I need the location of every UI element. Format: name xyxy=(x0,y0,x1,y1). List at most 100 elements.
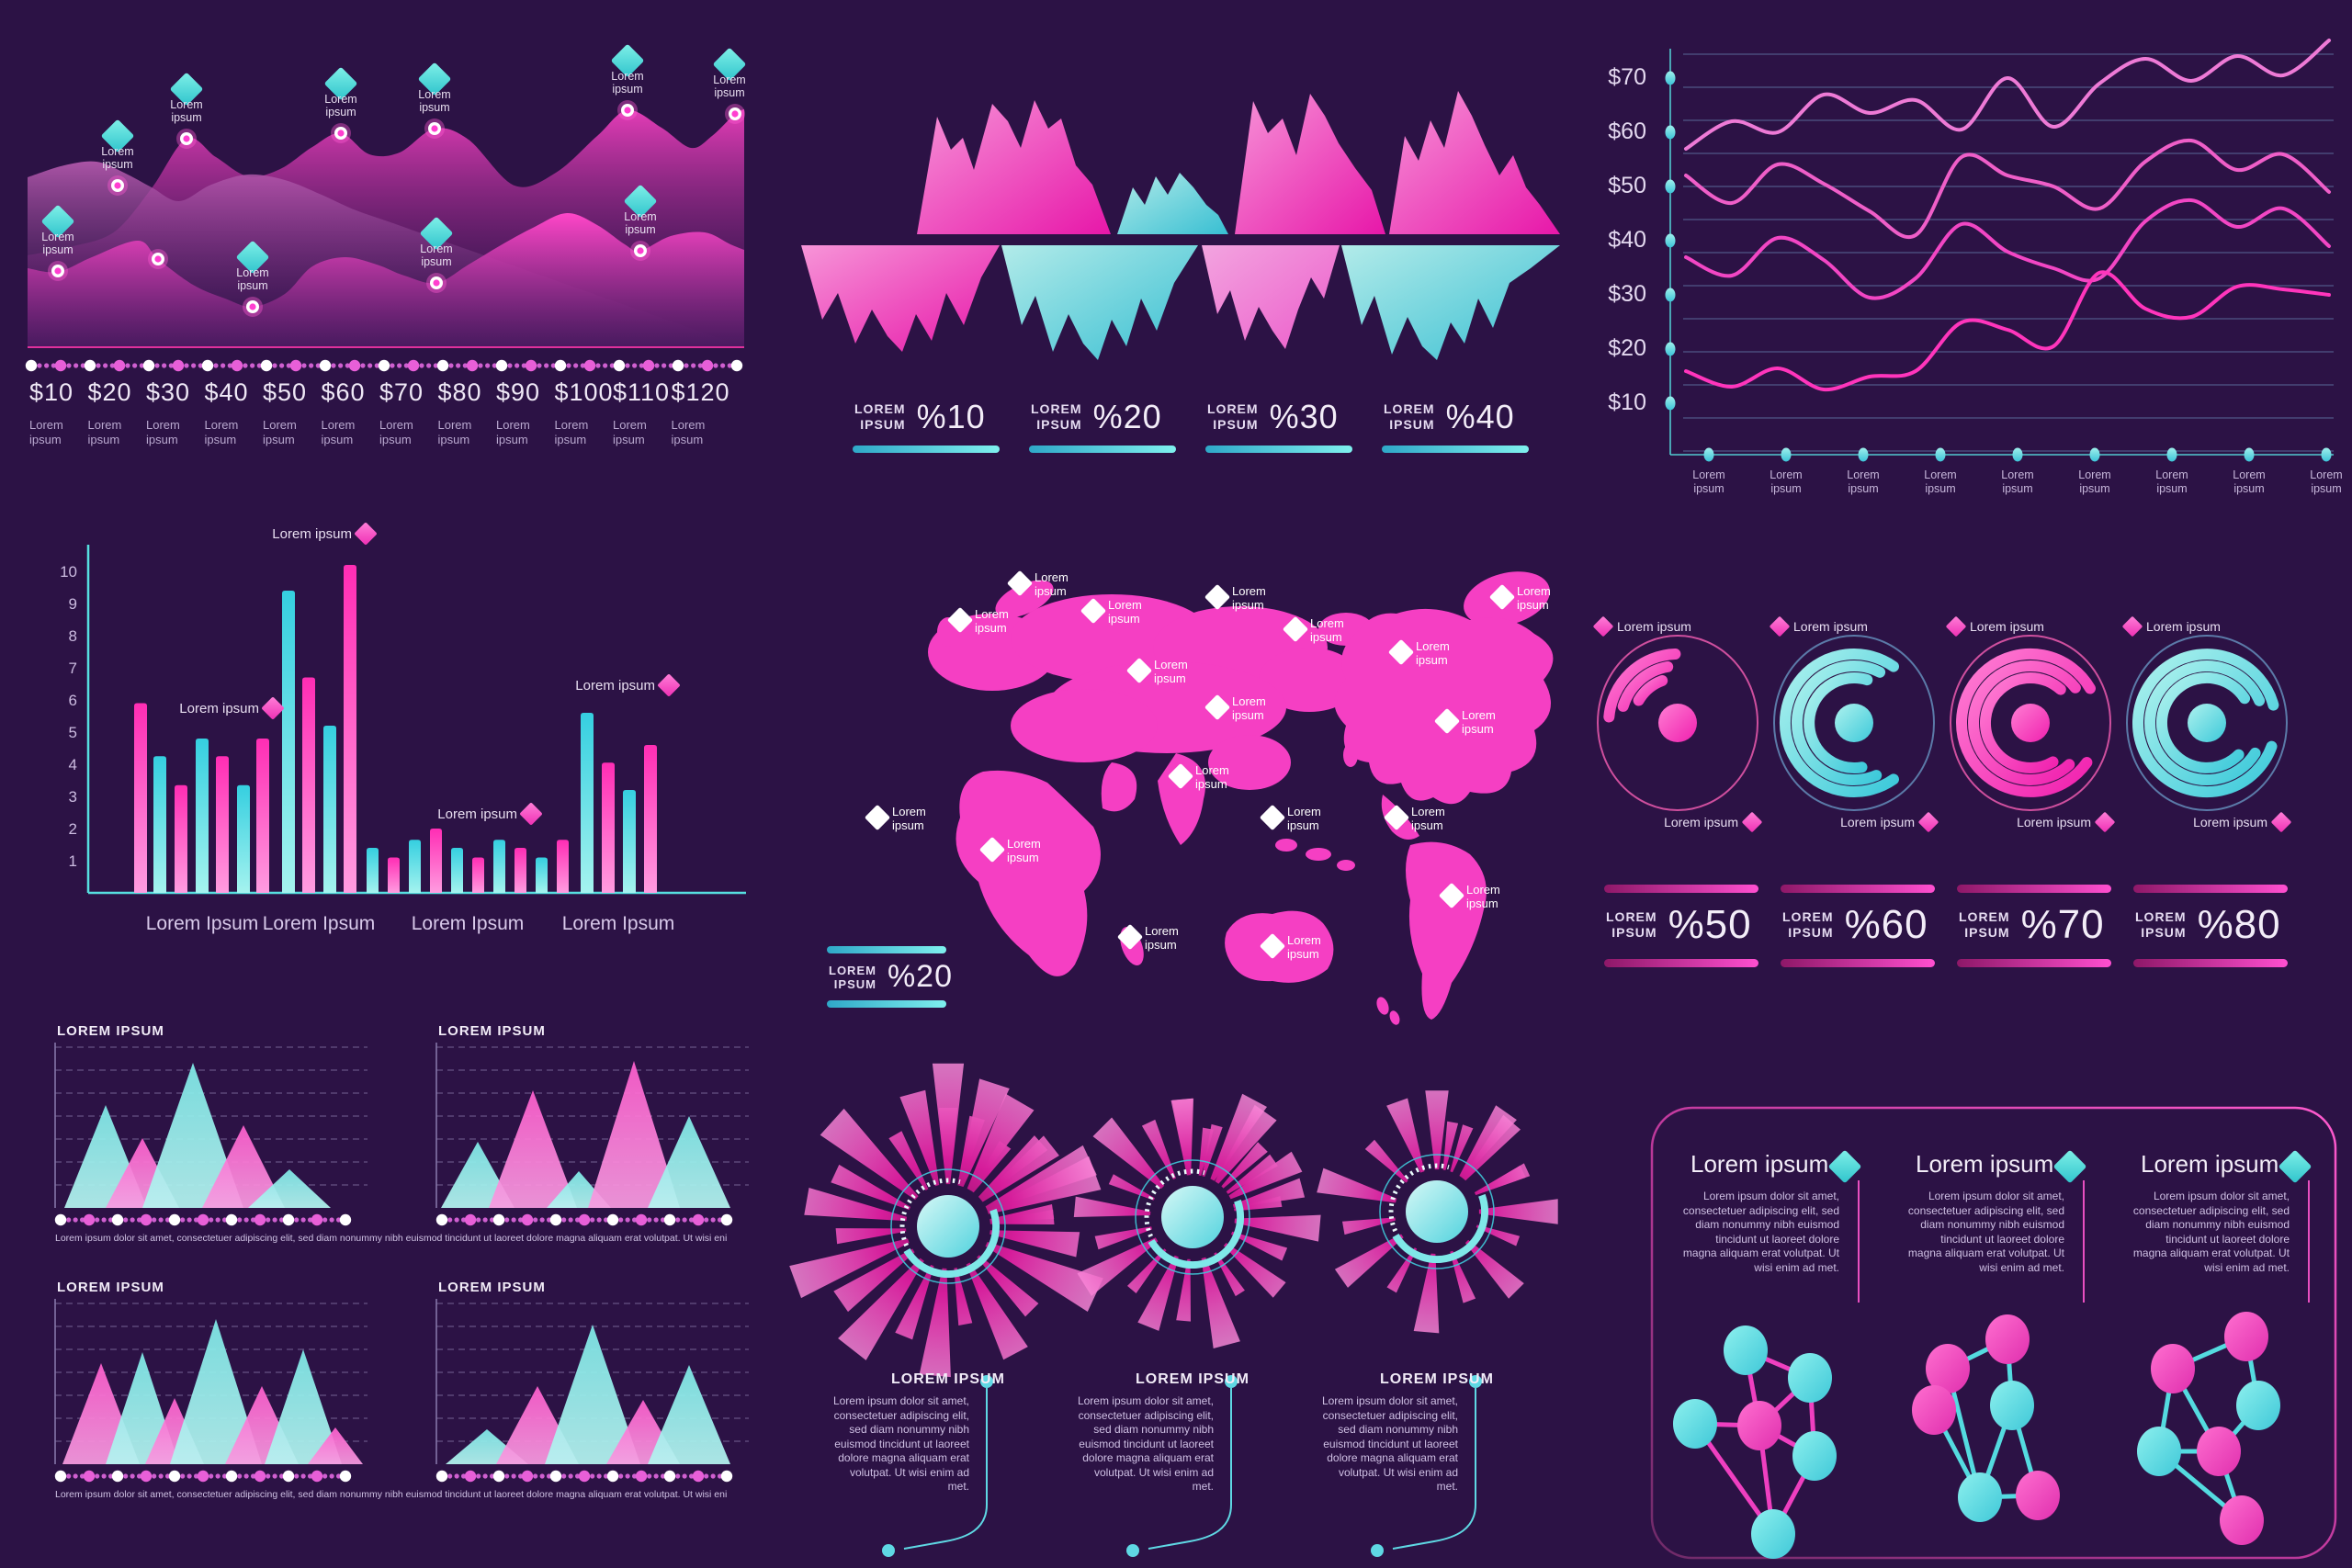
x-axis-dot xyxy=(2244,447,2255,462)
stat-caps-line: LOREM xyxy=(1031,401,1082,416)
pattern-dot-big xyxy=(521,1213,534,1226)
pattern-dot-small xyxy=(462,363,468,368)
pattern-dot-big xyxy=(311,1470,323,1483)
pattern-dot-small xyxy=(662,363,667,368)
pattern-dot-big xyxy=(231,359,243,372)
pattern-dot-big xyxy=(254,1213,266,1226)
bar xyxy=(644,745,657,893)
burst-spike xyxy=(1464,1239,1524,1299)
pattern-dot-big xyxy=(720,1470,733,1483)
peak-group-down-pinklight xyxy=(1202,245,1340,349)
label-line: Lorem xyxy=(236,266,268,279)
x-axis-item: $20 Lorem ipsum xyxy=(88,378,145,447)
pattern-dot-small xyxy=(653,1217,659,1223)
map-marker-label: Lorem ipsum xyxy=(1466,883,1500,910)
burst-spike xyxy=(1214,1252,1245,1297)
pattern-dot-big xyxy=(613,359,626,372)
map-marker-label: Lorem ipsum xyxy=(1007,837,1041,864)
pattern-dot-small xyxy=(168,363,174,368)
pattern-dot-small xyxy=(250,1473,256,1479)
pattern-dot-small xyxy=(130,1217,135,1223)
pattern-dot-small xyxy=(533,1473,538,1479)
label-line: ipsum xyxy=(1416,653,1448,667)
burst-spike xyxy=(1170,1098,1194,1176)
burst-spike xyxy=(938,1108,958,1184)
pattern-dot-small xyxy=(209,1217,214,1223)
pattern-dot-small xyxy=(717,1473,723,1479)
pattern-dot-big xyxy=(578,1470,591,1483)
y-tick-label: 8 xyxy=(69,627,77,645)
landmass xyxy=(1208,735,1291,790)
pattern-dot-small xyxy=(123,1217,129,1223)
map-marker-label: Lorem ipsum xyxy=(975,607,1009,635)
pattern-dot-small xyxy=(209,1473,214,1479)
sublabel-line: ipsum xyxy=(554,433,587,446)
pattern-dot-small xyxy=(278,1217,285,1223)
burst-ring-arc xyxy=(903,1208,1001,1279)
pattern-dot-big xyxy=(642,359,655,372)
pink-diamond-icon xyxy=(355,523,377,545)
x-axis-item: $110 Lorem ipsum xyxy=(613,378,670,447)
pattern-dot-small xyxy=(482,1217,488,1223)
stat-caps-line: IPSUM xyxy=(2141,925,2187,940)
x-axis-item: $60 Lorem ipsum xyxy=(322,378,379,447)
label-line: ipsum xyxy=(612,83,642,96)
burst-spike xyxy=(1223,1243,1286,1298)
pattern-dot-small xyxy=(322,1217,328,1223)
x-axis-label: Lorem ipsum xyxy=(1692,468,1724,495)
gauge-arc xyxy=(1804,672,1873,773)
map-marker-diamond-icon xyxy=(865,805,890,830)
pink-diamond-icon xyxy=(1593,616,1613,637)
map-marker-label: Lorem ipsum xyxy=(1154,658,1188,685)
sublabel-line: ipsum xyxy=(671,433,704,446)
pattern-dot-small xyxy=(368,363,373,368)
molecule-node-pink xyxy=(1912,1385,1956,1435)
pattern-dot-small xyxy=(507,363,513,368)
pattern-dot-small xyxy=(331,363,336,368)
pattern-dot-small xyxy=(130,1473,135,1479)
pattern-dot-small xyxy=(710,1217,716,1223)
pattern-dot-big xyxy=(54,359,67,372)
group-label: Lorem Ipsum xyxy=(146,913,259,934)
label-line: Lorem xyxy=(1847,468,1879,481)
pattern-dot-small xyxy=(187,1217,192,1223)
burst-spike xyxy=(1176,1258,1191,1322)
y-tick-label: 4 xyxy=(69,756,77,773)
label-line: Lorem xyxy=(1232,694,1266,708)
pattern-dot-small xyxy=(101,1217,107,1223)
dot-core xyxy=(731,110,739,118)
bar xyxy=(237,784,250,893)
cyan-diamond-icon xyxy=(420,217,453,250)
pattern-dot-small xyxy=(561,1473,567,1479)
cyan-diamond-icon xyxy=(418,62,451,96)
pattern-dot-small xyxy=(74,363,79,368)
label-line: ipsum xyxy=(2079,482,2109,495)
cyan-diamond-icon xyxy=(624,185,657,218)
chart-caption: Lorem ipsum dolor sit amet, consectetuer… xyxy=(55,1489,728,1500)
map-marker-diamond-icon xyxy=(1283,616,1308,642)
marker-label: Lorem ipsum xyxy=(420,243,452,268)
x-axis-dot xyxy=(2012,447,2023,462)
burst-ring-outline xyxy=(1135,1159,1250,1275)
pattern-dot-big xyxy=(140,1470,153,1483)
sublabel-line: Lorem xyxy=(379,418,413,432)
x-axis-value: $100 xyxy=(554,378,614,406)
label-line: Lorem xyxy=(2310,468,2342,481)
burst-spike xyxy=(1127,1248,1167,1293)
pattern-dot-small xyxy=(566,363,571,368)
landmass xyxy=(1275,839,1297,852)
pattern-dot-small xyxy=(73,1217,78,1223)
y-axis-dot xyxy=(1665,179,1676,194)
peak-group-down-cyan xyxy=(1341,245,1560,360)
gauge-stat-block: LOREM IPSUM %60 xyxy=(1781,885,1935,967)
pattern-dot-small xyxy=(653,1473,659,1479)
x-axis-sublabel: Lorem ipsum xyxy=(613,418,670,447)
gauge-arc xyxy=(1779,649,1899,797)
sublabel-line: ipsum xyxy=(29,433,62,446)
gauge-top-label: Lorem ipsum xyxy=(1617,619,1691,634)
dot-core xyxy=(624,107,631,114)
pattern-dot-small xyxy=(66,1217,72,1223)
